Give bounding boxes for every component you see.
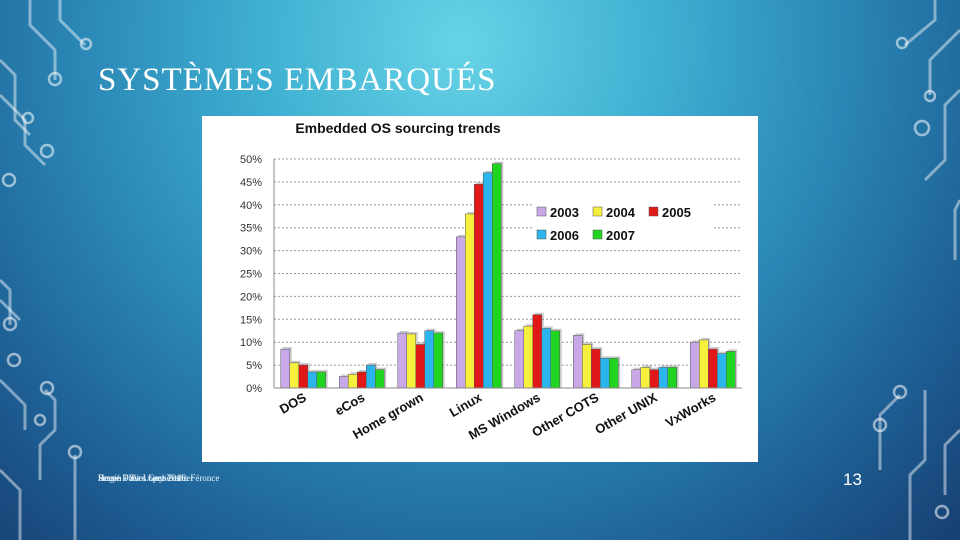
slide-number: 13 bbox=[843, 470, 862, 489]
bar bbox=[280, 348, 290, 389]
y-tick-label: 45% bbox=[240, 177, 262, 189]
bar bbox=[708, 348, 718, 389]
bar bbox=[600, 357, 610, 389]
y-tick-label: 5% bbox=[246, 360, 262, 372]
legend-box bbox=[532, 199, 712, 245]
bar bbox=[582, 344, 592, 389]
bar bbox=[699, 339, 709, 389]
bar bbox=[298, 364, 308, 389]
bar bbox=[433, 332, 443, 389]
chart-title: Embedded OS sourcing trends bbox=[295, 120, 501, 136]
bar bbox=[415, 344, 425, 389]
bar bbox=[366, 364, 376, 389]
y-tick-label: 40% bbox=[240, 200, 262, 212]
bar bbox=[550, 330, 560, 389]
x-tick-label: eCos bbox=[332, 390, 367, 419]
y-tick-label: 50% bbox=[240, 154, 262, 166]
bar bbox=[289, 362, 299, 389]
bar bbox=[658, 367, 668, 389]
y-tick-label: 0% bbox=[246, 383, 262, 395]
footer-line-2: Rouen - Yves Lechevallier bbox=[98, 473, 194, 483]
bar bbox=[649, 369, 659, 389]
bar bbox=[307, 371, 317, 389]
bar bbox=[523, 325, 533, 389]
legend-swatch bbox=[592, 229, 603, 240]
bar bbox=[492, 163, 502, 389]
bar bbox=[726, 351, 736, 389]
y-tick-label: 30% bbox=[240, 246, 262, 258]
x-tick-label: Other UNIX bbox=[592, 389, 660, 437]
legend-swatch bbox=[536, 229, 547, 240]
legend-swatch bbox=[648, 206, 659, 217]
footer-line-3: Hervé Dilliot Guy-Tintin Féronce bbox=[98, 473, 220, 483]
legend-label: 2004 bbox=[606, 205, 636, 220]
bar bbox=[573, 335, 583, 389]
bar bbox=[474, 183, 484, 389]
bar bbox=[424, 330, 434, 389]
bar bbox=[483, 172, 493, 389]
chart-image: Embedded OS sourcing trends 0% 5% 10% 15% 20… bbox=[202, 116, 758, 462]
bar bbox=[339, 376, 349, 389]
legend-label: 2003 bbox=[550, 205, 579, 220]
bar bbox=[465, 213, 475, 389]
chart-svg: Embedded OS sourcing trends 0% 5% 10% 15% 20… bbox=[240, 120, 742, 443]
y-tick-label: 15% bbox=[240, 314, 262, 326]
bar bbox=[397, 332, 407, 389]
bar bbox=[316, 371, 326, 389]
y-tick-label: 25% bbox=[240, 269, 262, 281]
bar bbox=[348, 374, 358, 389]
bar bbox=[541, 328, 551, 389]
bar bbox=[532, 314, 542, 389]
footer-line-1: Sergio Paez Lopez 2016 bbox=[98, 473, 186, 483]
legend-label: 2007 bbox=[606, 228, 635, 243]
x-tick-label: Linux bbox=[447, 389, 485, 420]
slide-title: SYSTÈMES EMBARQUÉS bbox=[98, 62, 497, 98]
y-tick-label: 20% bbox=[240, 291, 262, 303]
x-tick-label: DOS bbox=[277, 389, 309, 416]
bar bbox=[375, 369, 385, 389]
bar bbox=[456, 236, 466, 389]
bar bbox=[631, 369, 641, 389]
bar bbox=[406, 333, 416, 389]
legend-swatch bbox=[592, 206, 603, 217]
bar bbox=[640, 367, 650, 389]
y-tick-label: 10% bbox=[240, 337, 262, 349]
bar bbox=[667, 367, 677, 389]
bar bbox=[690, 341, 700, 389]
x-tick-label: VxWorks bbox=[663, 390, 718, 431]
legend-label: 2006 bbox=[550, 228, 579, 243]
legend-label: 2005 bbox=[662, 205, 691, 220]
bar bbox=[514, 330, 524, 389]
bar bbox=[591, 348, 601, 389]
x-tick-label: Other COTS bbox=[529, 389, 601, 439]
bar bbox=[717, 353, 727, 389]
bar bbox=[357, 371, 367, 389]
bar bbox=[609, 357, 619, 389]
legend-swatch bbox=[536, 206, 547, 217]
y-tick-label: 35% bbox=[240, 223, 262, 235]
